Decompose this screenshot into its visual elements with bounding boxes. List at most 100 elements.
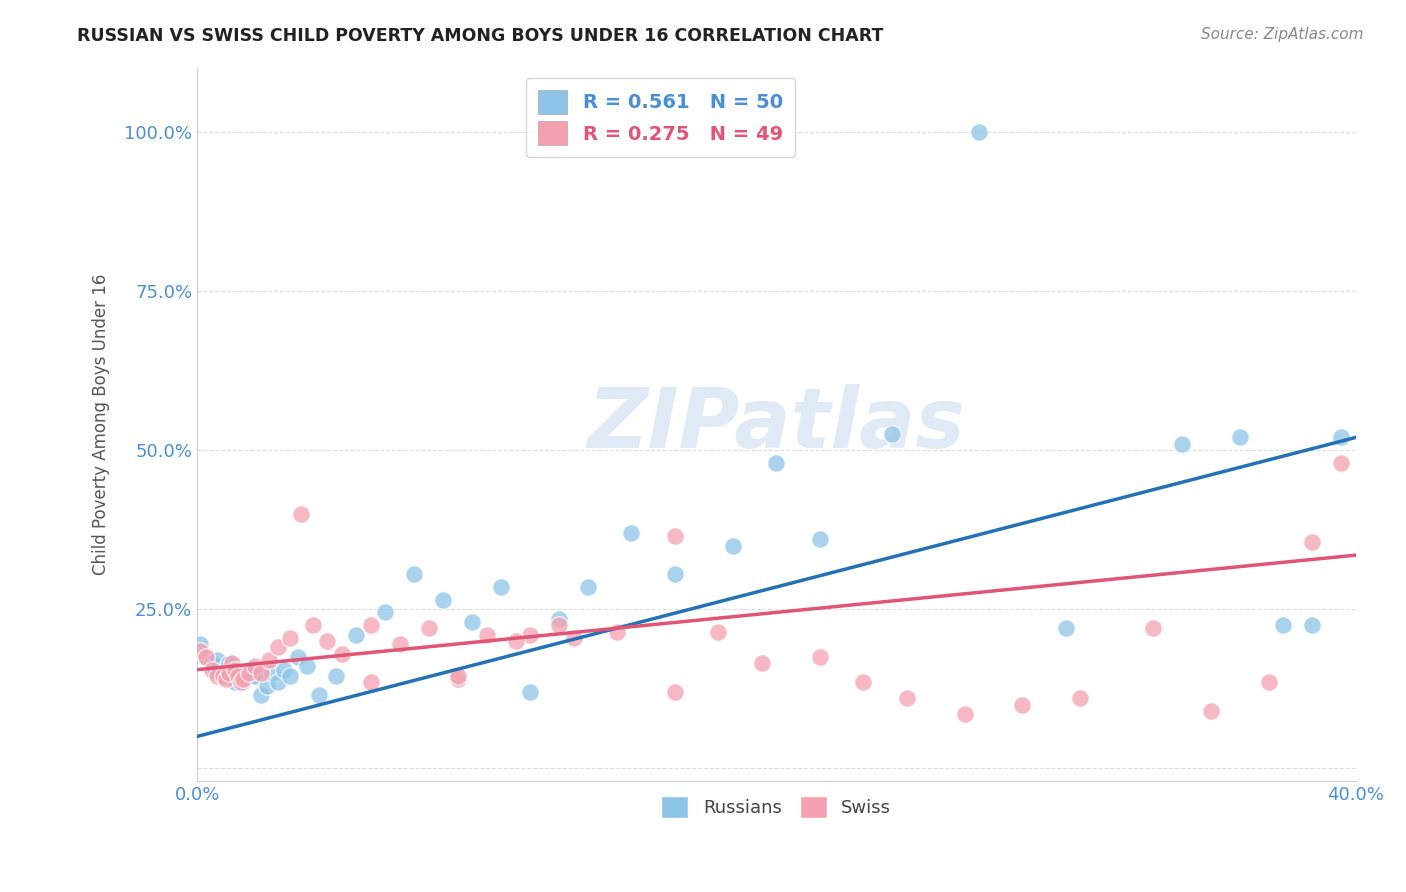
Point <box>418 621 440 635</box>
Point <box>953 707 976 722</box>
Point <box>224 675 246 690</box>
Y-axis label: Child Poverty Among Boys Under 16: Child Poverty Among Boys Under 16 <box>93 274 110 575</box>
Point <box>404 567 426 582</box>
Point <box>209 665 232 680</box>
Point <box>204 659 226 673</box>
Point <box>325 669 347 683</box>
Point <box>308 688 330 702</box>
Point <box>238 663 260 677</box>
Point <box>218 657 240 671</box>
Point <box>273 663 295 677</box>
Point <box>226 669 249 683</box>
Point <box>519 685 541 699</box>
Point <box>188 643 211 657</box>
Point <box>278 631 301 645</box>
Text: ZIPatlas: ZIPatlas <box>588 384 966 466</box>
Point <box>1330 430 1353 444</box>
Point <box>212 669 235 683</box>
Point <box>1069 691 1091 706</box>
Point <box>218 665 240 680</box>
Point <box>194 649 217 664</box>
Point <box>188 637 211 651</box>
Point <box>215 669 238 683</box>
Point <box>664 529 686 543</box>
Point <box>267 640 290 655</box>
Point <box>1199 704 1222 718</box>
Point <box>519 628 541 642</box>
Point <box>221 663 243 677</box>
Point <box>207 669 229 683</box>
Point <box>344 628 367 642</box>
Point <box>221 657 243 671</box>
Point <box>249 688 271 702</box>
Point <box>1257 675 1279 690</box>
Point <box>290 507 312 521</box>
Point <box>229 675 252 690</box>
Point <box>259 653 281 667</box>
Point <box>267 675 290 690</box>
Point <box>1330 456 1353 470</box>
Point <box>721 539 744 553</box>
Point <box>302 618 325 632</box>
Point <box>360 675 382 690</box>
Point <box>447 672 470 686</box>
Point <box>374 606 396 620</box>
Point <box>896 691 918 706</box>
Point <box>287 649 309 664</box>
Point <box>224 663 246 677</box>
Text: RUSSIAN VS SWISS CHILD POVERTY AMONG BOYS UNDER 16 CORRELATION CHART: RUSSIAN VS SWISS CHILD POVERTY AMONG BOY… <box>77 27 884 45</box>
Point <box>1054 621 1077 635</box>
Point <box>330 647 353 661</box>
Point <box>215 672 238 686</box>
Point <box>194 649 217 664</box>
Point <box>475 628 498 642</box>
Point <box>461 615 484 629</box>
Point <box>232 675 254 690</box>
Legend: Russians, Swiss: Russians, Swiss <box>654 789 898 825</box>
Point <box>207 653 229 667</box>
Point <box>505 634 527 648</box>
Point <box>707 624 730 639</box>
Point <box>489 580 512 594</box>
Point <box>432 592 454 607</box>
Point <box>808 649 831 664</box>
Point <box>249 665 271 680</box>
Point <box>200 663 222 677</box>
Point <box>1301 618 1323 632</box>
Point <box>240 669 263 683</box>
Point <box>765 456 787 470</box>
Point <box>388 637 411 651</box>
Point <box>1171 437 1194 451</box>
Point <box>295 659 318 673</box>
Point <box>243 669 266 683</box>
Point <box>882 427 904 442</box>
Point <box>852 675 875 690</box>
Point <box>229 672 252 686</box>
Point <box>1301 535 1323 549</box>
Point <box>1229 430 1251 444</box>
Point <box>664 685 686 699</box>
Point <box>447 669 470 683</box>
Point <box>548 612 571 626</box>
Point <box>256 679 278 693</box>
Point <box>360 618 382 632</box>
Point <box>212 663 235 677</box>
Point <box>278 669 301 683</box>
Point <box>235 665 257 680</box>
Point <box>232 672 254 686</box>
Point <box>262 665 284 680</box>
Point <box>1011 698 1033 712</box>
Text: Source: ZipAtlas.com: Source: ZipAtlas.com <box>1201 27 1364 42</box>
Point <box>808 533 831 547</box>
Point <box>664 567 686 582</box>
Point <box>1272 618 1295 632</box>
Point <box>243 659 266 673</box>
Point <box>562 631 585 645</box>
Point <box>200 657 222 671</box>
Point <box>620 525 643 540</box>
Point <box>548 618 571 632</box>
Point <box>967 125 990 139</box>
Point <box>606 624 628 639</box>
Point <box>751 657 773 671</box>
Point <box>238 665 260 680</box>
